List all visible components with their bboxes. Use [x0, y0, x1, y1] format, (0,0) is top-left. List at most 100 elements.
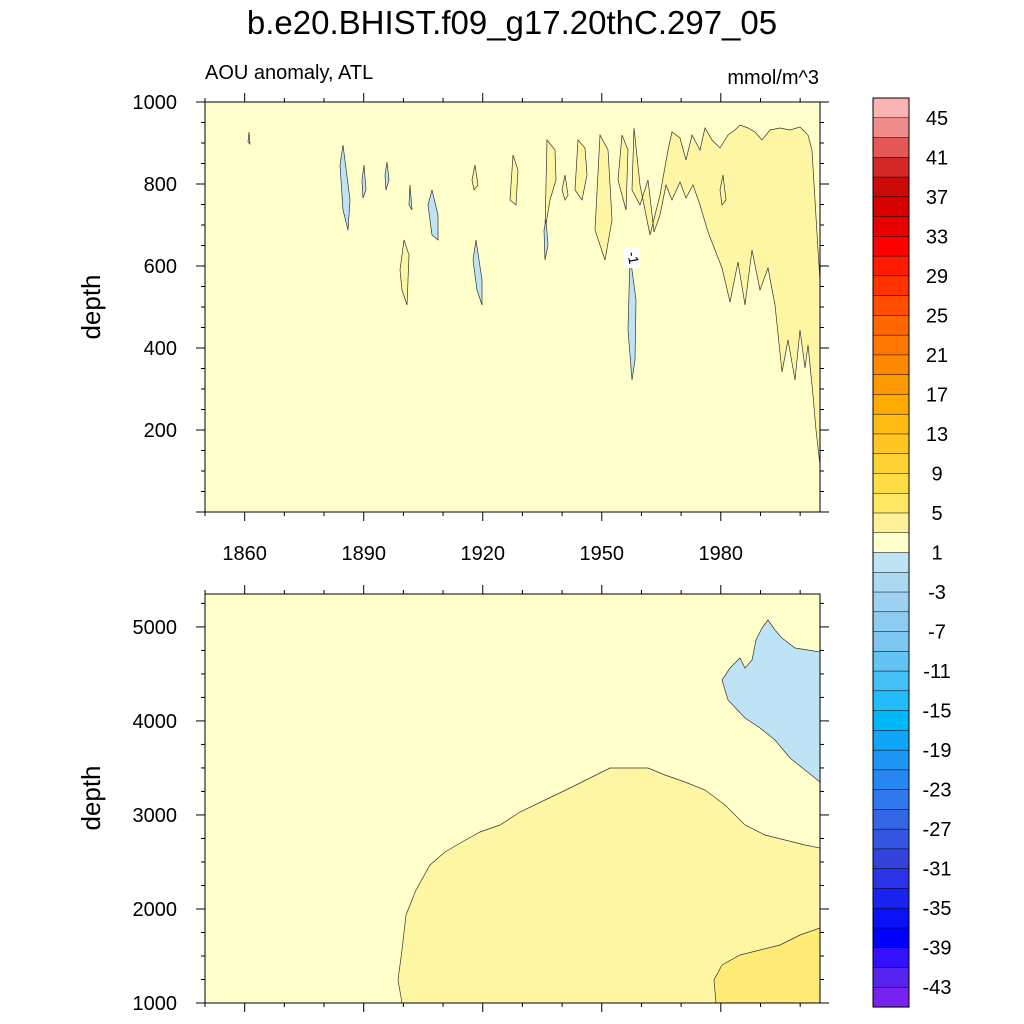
colorbar-swatch [872, 670, 910, 692]
colorbar-swatch [872, 730, 910, 751]
colorbar-label: 9 [931, 463, 942, 485]
upper-positive-patch [574, 139, 588, 201]
colorbar-swatch [872, 394, 910, 415]
colorbar-swatch [872, 196, 910, 218]
colorbar-swatch [872, 255, 910, 277]
upper-negative-patch [384, 161, 390, 191]
colorbar-swatch [872, 749, 910, 771]
lower-positive-region-large [397, 767, 821, 1004]
colorbar-swatch [872, 532, 910, 554]
colorbar-swatch [872, 433, 910, 455]
colorbar-swatch [872, 848, 910, 870]
y-tick-label: 800 [144, 174, 177, 196]
colorbar-frame [872, 97, 910, 1008]
upper-negative-patch [408, 184, 413, 211]
lower-negative-region [721, 619, 821, 783]
upper-positive-patch [544, 139, 557, 231]
lower-panel-frame [204, 593, 821, 1004]
y-tick-label: 400 [144, 338, 177, 360]
colorbar-swatch [872, 611, 910, 633]
colorbar-swatch [872, 374, 910, 395]
variable-label: AOU anomaly, ATL [205, 62, 374, 84]
colorbar-swatch [872, 651, 910, 672]
colorbar-label: -7 [928, 622, 946, 644]
colorbar-swatch [872, 117, 910, 139]
upper-negative-patch [247, 131, 251, 145]
colorbar-swatch [872, 769, 910, 791]
upper-positive-patch [719, 174, 727, 206]
lower-panel: 1000 2000 3000 4000 5000 [133, 585, 829, 1015]
lower-contour-regions [397, 619, 821, 1004]
colorbar-label: 25 [926, 305, 948, 327]
contour-line-label: -1 [624, 248, 642, 268]
colorbar-swatch [872, 512, 910, 534]
upper-positive-patch [617, 134, 629, 211]
colorbar-label: 13 [926, 424, 948, 446]
y-tick-label: 2000 [133, 899, 178, 921]
x-tick-label: 1890 [341, 543, 386, 565]
lower-axes: 1000 2000 3000 4000 5000 [133, 585, 829, 1015]
colorbar-label: 29 [926, 266, 948, 288]
x-tick-label: 1860 [222, 543, 267, 565]
y-tick-label: 1000 [133, 993, 178, 1015]
colorbar-swatch [872, 947, 910, 969]
colorbar-swatch [872, 137, 910, 158]
colorbar-swatch [872, 492, 910, 514]
colorbar-label: -3 [928, 582, 946, 604]
upper-panel: -1 1860 1890 1920 1950 1980 200 400 600 800 1000 [133, 92, 829, 565]
colorbar-label: 5 [931, 503, 942, 525]
colorbar-label: 45 [926, 108, 948, 130]
colorbar-swatch [872, 789, 910, 810]
x-tick-label: 1980 [699, 543, 744, 565]
upper-positive-patch [594, 133, 613, 261]
colorbar-swatch [872, 473, 910, 494]
colorbar: 45 41 37 33 29 25 21 17 13 9 5 1 -3 -7 -11 -15 -19 -23 -27… [872, 97, 952, 1008]
colorbar-label: 33 [926, 226, 948, 248]
colorbar-swatch [872, 315, 910, 336]
colorbar-label: 17 [926, 384, 948, 406]
upper-positive-patch [561, 174, 569, 201]
upper-y-axis-label: depth [76, 274, 106, 339]
y-tick-label: 5000 [133, 617, 178, 639]
contour-label-text: -1 [624, 250, 642, 265]
colorbar-label: -35 [923, 898, 952, 920]
upper-positive-patch [509, 154, 519, 206]
upper-negative-patch [472, 239, 483, 306]
y-tick-label: 3000 [133, 805, 178, 827]
colorbar-label: 1 [931, 543, 942, 565]
upper-negative-patch [427, 189, 439, 241]
colorbar-swatch [872, 888, 910, 909]
upper-negative-patch [339, 144, 351, 231]
colorbar-swatch [872, 295, 910, 316]
upper-positive-patch [399, 239, 410, 306]
colorbar-label: -15 [923, 701, 952, 723]
upper-axes: 1860 1890 1920 1950 1980 200 400 600 800 1000 [133, 92, 829, 565]
x-tick-label: 1950 [580, 543, 625, 565]
colorbar-swatch [872, 97, 910, 119]
colorbar-label: 41 [926, 147, 948, 169]
colorbar-swatch [872, 809, 910, 830]
colorbar-label: -31 [923, 859, 952, 881]
colorbar-swatch [872, 572, 910, 593]
colorbar-swatch [872, 157, 910, 178]
y-tick-label: 4000 [133, 711, 178, 733]
lower-y-axis-label: depth [76, 765, 106, 830]
colorbar-swatch [872, 354, 910, 376]
y-tick-label: 200 [144, 420, 177, 442]
upper-negative-patch [543, 219, 549, 261]
y-tick-label: 1000 [133, 92, 178, 114]
colorbar-swatch [872, 413, 910, 435]
upper-positive-patch [471, 164, 479, 191]
colorbar-swatch [872, 631, 910, 652]
colorbar-label: -39 [923, 938, 952, 960]
colorbar-swatch [872, 927, 910, 949]
colorbar-label: -11 [923, 661, 950, 683]
colorbar-swatch [872, 986, 910, 1008]
colorbar-swatch [872, 690, 910, 712]
colorbar-swatch [872, 236, 910, 257]
colorbar-label: 21 [926, 345, 948, 367]
colorbar-swatch [872, 967, 910, 988]
y-tick-label: 600 [144, 256, 177, 278]
colorbar-label: -43 [923, 977, 952, 999]
